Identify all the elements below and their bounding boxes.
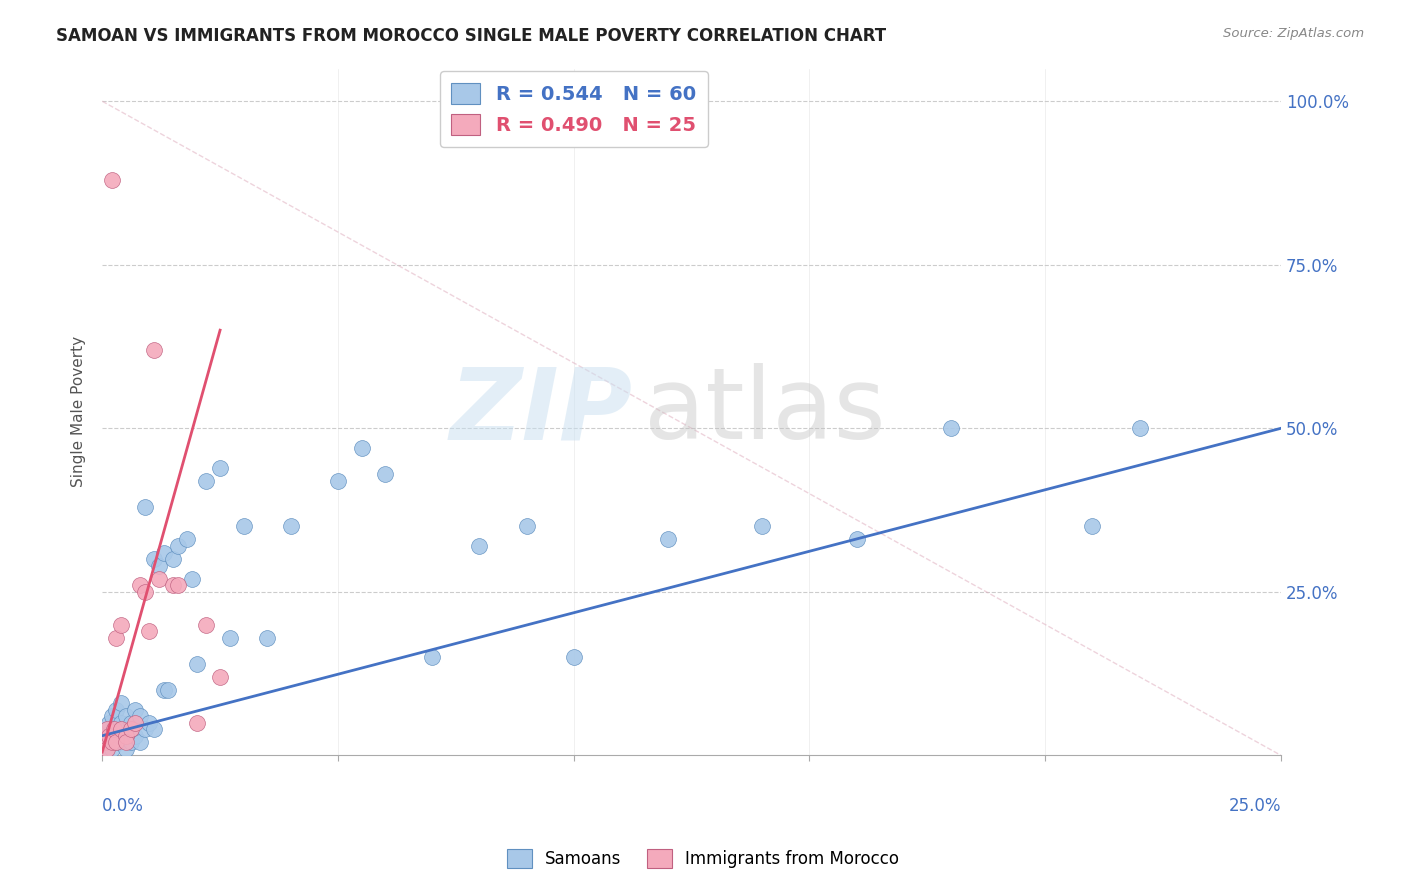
- Point: [100, 741, 122, 756]
- Point: [110, 696, 132, 710]
- Point: [124, 715, 146, 730]
- Point: [103, 735, 125, 749]
- Point: [100, 709, 122, 723]
- Point: [96, 741, 118, 756]
- Point: [114, 729, 136, 743]
- Point: [176, 533, 198, 547]
- Point: [98, 715, 121, 730]
- Point: [1128, 421, 1150, 435]
- Text: 0.0%: 0.0%: [103, 797, 143, 814]
- Point: [114, 709, 136, 723]
- Y-axis label: Single Male Poverty: Single Male Poverty: [72, 336, 86, 488]
- Point: [105, 631, 128, 645]
- Point: [186, 715, 208, 730]
- Legend: Samoans, Immigrants from Morocco: Samoans, Immigrants from Morocco: [501, 843, 905, 875]
- Point: [326, 474, 349, 488]
- Point: [256, 631, 278, 645]
- Point: [96, 722, 118, 736]
- Point: [100, 735, 122, 749]
- Point: [162, 552, 184, 566]
- Point: [100, 729, 122, 743]
- Point: [96, 741, 118, 756]
- Point: [180, 572, 202, 586]
- Point: [468, 539, 491, 553]
- Point: [657, 533, 679, 547]
- Point: [114, 735, 136, 749]
- Point: [280, 519, 302, 533]
- Point: [157, 682, 180, 697]
- Point: [105, 729, 128, 743]
- Point: [152, 682, 174, 697]
- Point: [134, 584, 156, 599]
- Point: [120, 735, 142, 749]
- Point: [134, 722, 156, 736]
- Point: [124, 702, 146, 716]
- Point: [186, 657, 208, 671]
- Point: [194, 474, 217, 488]
- Point: [110, 729, 132, 743]
- Point: [148, 558, 170, 573]
- Point: [124, 729, 146, 743]
- Point: [110, 617, 132, 632]
- Point: [162, 578, 184, 592]
- Point: [148, 572, 170, 586]
- Text: Source: ZipAtlas.com: Source: ZipAtlas.com: [1223, 27, 1364, 40]
- Point: [100, 172, 122, 186]
- Point: [232, 519, 254, 533]
- Point: [110, 722, 132, 736]
- Point: [751, 519, 773, 533]
- Legend: R = 0.544   N = 60, R = 0.490   N = 25: R = 0.544 N = 60, R = 0.490 N = 25: [440, 71, 707, 147]
- Point: [138, 624, 160, 638]
- Point: [218, 631, 240, 645]
- Point: [120, 715, 142, 730]
- Point: [93, 735, 115, 749]
- Text: SAMOAN VS IMMIGRANTS FROM MOROCCO SINGLE MALE POVERTY CORRELATION CHART: SAMOAN VS IMMIGRANTS FROM MOROCCO SINGLE…: [56, 27, 886, 45]
- Point: [129, 578, 152, 592]
- Point: [1081, 519, 1104, 533]
- Point: [114, 741, 136, 756]
- Point: [129, 709, 152, 723]
- Point: [107, 735, 129, 749]
- Point: [93, 735, 115, 749]
- Point: [114, 729, 136, 743]
- Text: 25.0%: 25.0%: [1229, 797, 1281, 814]
- Point: [103, 722, 125, 736]
- Point: [105, 702, 128, 716]
- Point: [374, 467, 396, 481]
- Point: [103, 722, 125, 736]
- Point: [98, 729, 121, 743]
- Point: [143, 343, 166, 357]
- Point: [516, 519, 538, 533]
- Point: [143, 722, 166, 736]
- Point: [107, 722, 129, 736]
- Point: [143, 552, 166, 566]
- Point: [166, 578, 188, 592]
- Point: [112, 722, 135, 736]
- Point: [194, 617, 217, 632]
- Point: [845, 533, 868, 547]
- Point: [166, 539, 188, 553]
- Point: [350, 441, 373, 455]
- Point: [105, 735, 128, 749]
- Text: ZIP: ZIP: [450, 363, 633, 460]
- Point: [96, 722, 118, 736]
- Point: [939, 421, 962, 435]
- Point: [134, 500, 156, 514]
- Text: atlas: atlas: [644, 363, 886, 460]
- Point: [152, 545, 174, 559]
- Point: [129, 735, 152, 749]
- Point: [209, 460, 232, 475]
- Point: [420, 650, 443, 665]
- Point: [98, 735, 121, 749]
- Point: [138, 715, 160, 730]
- Point: [562, 650, 585, 665]
- Point: [120, 722, 142, 736]
- Point: [209, 670, 232, 684]
- Point: [110, 715, 132, 730]
